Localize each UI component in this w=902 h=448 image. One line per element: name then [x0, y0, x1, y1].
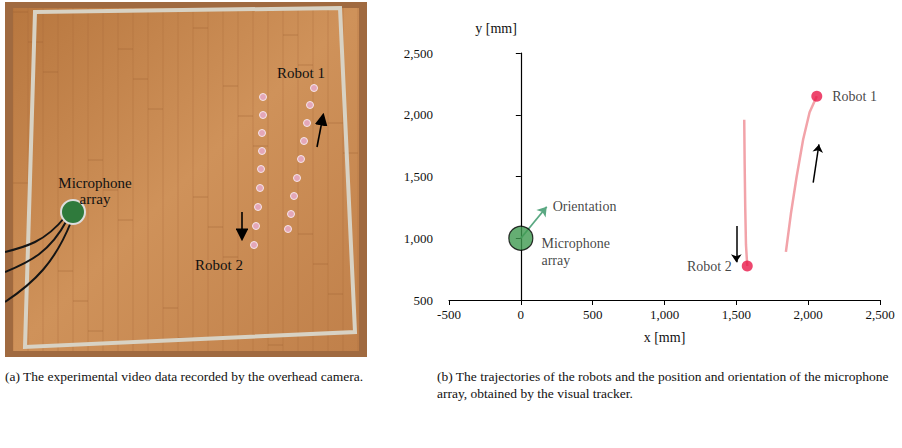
svg-text:x [mm]: x [mm] — [644, 330, 686, 345]
svg-text:1,000: 1,000 — [650, 307, 679, 322]
svg-text:Orientation: Orientation — [553, 199, 617, 214]
svg-text:y [mm]: y [mm] — [475, 21, 517, 36]
svg-text:Robot 1: Robot 1 — [277, 65, 325, 81]
svg-text:Robot 1: Robot 1 — [832, 89, 877, 104]
html-text:(a) The experimental video dat: (a) The experimental video data recorded… — [5, 369, 364, 384]
svg-text:2,500: 2,500 — [865, 307, 894, 322]
svg-text:Robot 2: Robot 2 — [687, 259, 732, 274]
svg-text:500: 500 — [583, 307, 603, 322]
svg-text:1,500: 1,500 — [722, 307, 751, 322]
svg-text:2,000: 2,000 — [794, 307, 823, 322]
svg-text:Microphonearray: Microphonearray — [58, 175, 132, 207]
svg-text:1,500: 1,500 — [404, 169, 433, 184]
svg-text:Robot 2: Robot 2 — [195, 257, 243, 273]
svg-text:-500: -500 — [437, 307, 461, 322]
svg-text:2,000: 2,000 — [404, 107, 433, 122]
svg-text:0: 0 — [518, 307, 525, 322]
svg-text:1,000: 1,000 — [404, 231, 433, 246]
svg-text:Microphone: Microphone — [541, 236, 609, 251]
html-text:(b) The trajectories of the ro: (b) The trajectories of the robots and t… — [437, 369, 889, 401]
svg-text:500: 500 — [414, 293, 434, 308]
svg-text:2,500: 2,500 — [404, 46, 433, 61]
svg-text:array: array — [541, 253, 570, 268]
